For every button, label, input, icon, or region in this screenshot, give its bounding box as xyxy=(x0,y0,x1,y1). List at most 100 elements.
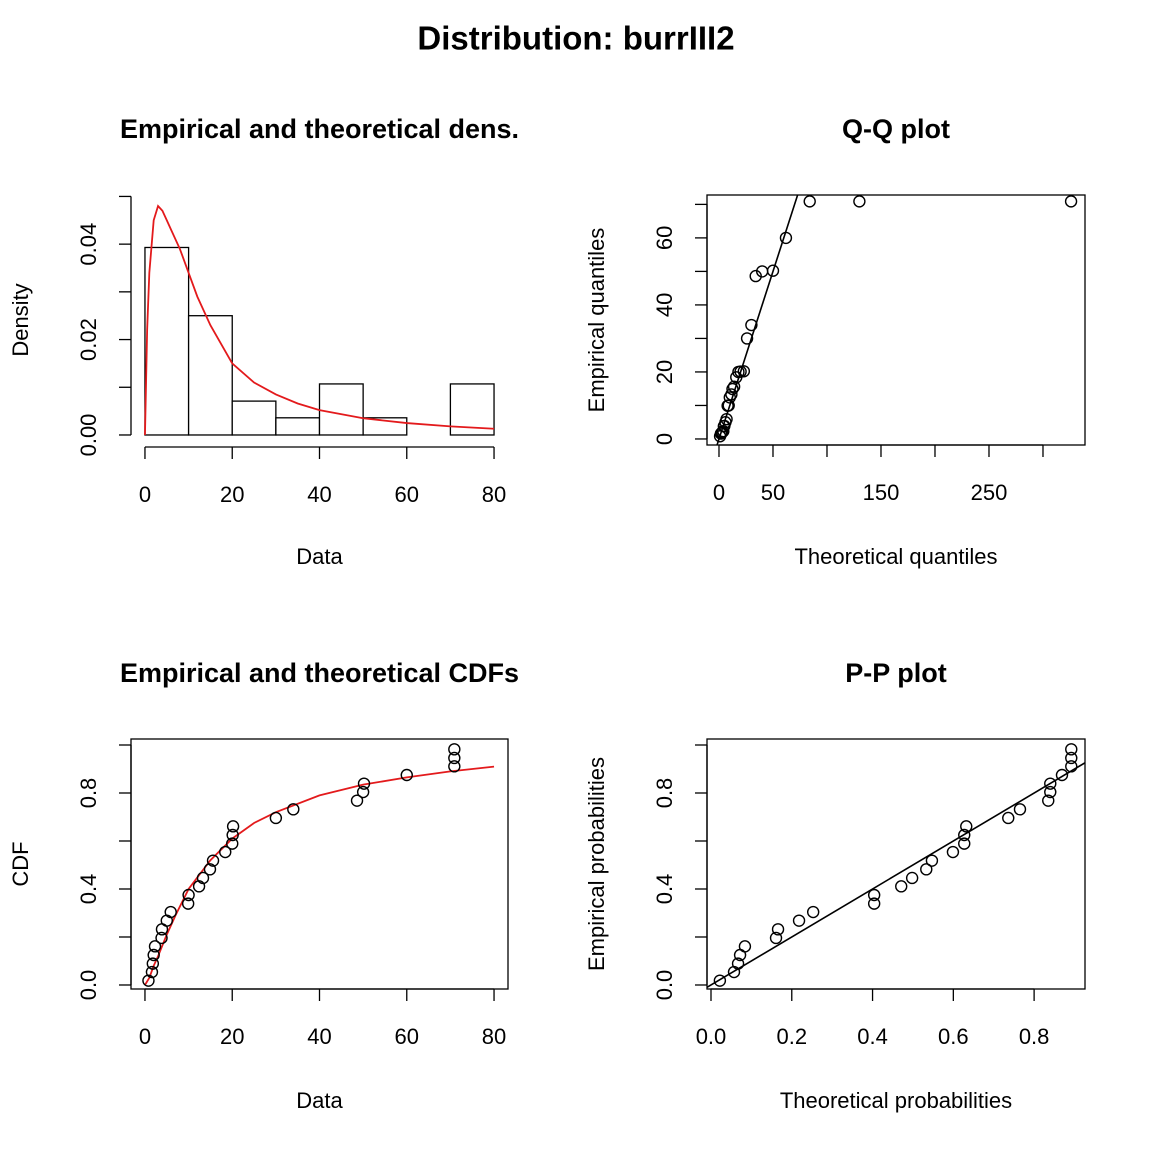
panel-title: Q-Q plot xyxy=(842,114,950,144)
y-axis-label: Empirical quantiles xyxy=(584,228,609,413)
point xyxy=(726,382,739,396)
point xyxy=(717,425,730,438)
x-tick-label: 50 xyxy=(761,480,785,505)
point xyxy=(1013,803,1027,816)
point xyxy=(1042,794,1055,807)
point xyxy=(400,768,413,782)
point xyxy=(1064,195,1078,208)
x-tick-label: 0.0 xyxy=(696,1024,727,1049)
y-tick-label: 0 xyxy=(652,433,677,445)
y-tick-label: 0.4 xyxy=(652,874,677,905)
point xyxy=(1055,768,1069,782)
y-tick-label: 0.00 xyxy=(76,414,101,457)
x-tick-label: 0 xyxy=(139,482,151,507)
panel: Empirical and theoretical CDFs Data CDF 0 20… xyxy=(8,658,519,1113)
y-tick-label: 40 xyxy=(652,293,677,317)
point xyxy=(1065,760,1078,773)
y-axis-label: Density xyxy=(8,283,33,356)
density-curve xyxy=(144,765,495,986)
point xyxy=(946,845,960,859)
point xyxy=(806,905,820,919)
point xyxy=(196,871,210,885)
panel: P-P plot Theoretical probabilities Empiric… xyxy=(584,658,1086,1113)
x-axis-label: Theoretical probabilities xyxy=(780,1088,1012,1113)
point xyxy=(1065,743,1078,756)
point xyxy=(771,923,785,936)
point xyxy=(867,888,881,902)
y-tick-label: 0.04 xyxy=(76,223,101,266)
point xyxy=(737,365,751,378)
y-axis-label: Empirical probabilities xyxy=(584,757,609,971)
point xyxy=(226,828,239,842)
point xyxy=(740,332,754,345)
y-tick-label: 0.0 xyxy=(652,970,677,1001)
x-tick-label: 40 xyxy=(307,482,331,507)
y-tick-label: 20 xyxy=(652,360,677,384)
point xyxy=(287,803,300,816)
point xyxy=(779,231,793,245)
point xyxy=(720,412,733,426)
x-tick-label: 0.2 xyxy=(776,1024,807,1049)
panel-title: P-P plot xyxy=(845,658,947,688)
x-tick-label: 80 xyxy=(482,1024,506,1049)
plot-box xyxy=(706,738,1086,990)
point xyxy=(219,845,232,859)
point xyxy=(920,863,933,876)
point xyxy=(155,931,168,945)
point xyxy=(269,811,283,825)
y-tick-label: 0.0 xyxy=(76,970,101,1001)
point xyxy=(1044,785,1057,799)
point xyxy=(738,940,752,953)
point xyxy=(148,940,162,953)
point xyxy=(350,794,364,807)
point xyxy=(142,974,155,987)
plot-box xyxy=(130,738,509,990)
point xyxy=(448,751,461,765)
point xyxy=(206,854,220,867)
y-tick-label: 0.8 xyxy=(76,778,101,809)
x-tick-label: 0 xyxy=(713,480,725,505)
point xyxy=(769,931,783,945)
point xyxy=(147,948,160,962)
figure-title: Distribution: burrIII2 xyxy=(417,20,734,57)
x-tick-label: 40 xyxy=(307,1024,331,1049)
x-tick-label: 0.8 xyxy=(1019,1024,1050,1049)
point xyxy=(895,880,908,893)
x-tick-label: 150 xyxy=(863,480,900,505)
point xyxy=(749,269,762,283)
point xyxy=(958,837,971,850)
point xyxy=(226,837,239,850)
x-axis-label: Data xyxy=(296,544,343,569)
point xyxy=(226,820,240,833)
histogram-bar xyxy=(187,315,233,436)
y-tick-label: 60 xyxy=(652,226,677,250)
histogram-bar xyxy=(231,400,277,436)
point xyxy=(905,871,919,885)
point xyxy=(1065,751,1078,765)
x-tick-label: 60 xyxy=(395,482,419,507)
point xyxy=(766,264,780,277)
point xyxy=(731,957,745,970)
x-tick-label: 250 xyxy=(971,480,1008,505)
x-axis-label: Data xyxy=(296,1088,343,1113)
point xyxy=(745,318,758,332)
x-tick-label: 20 xyxy=(220,482,244,507)
x-tick-label: 20 xyxy=(220,1024,244,1049)
point xyxy=(960,820,973,833)
point xyxy=(181,897,195,910)
point xyxy=(146,957,160,970)
panel-title: Empirical and theoretical CDFs xyxy=(120,658,519,688)
point xyxy=(792,914,806,927)
density-curve xyxy=(144,204,495,435)
histogram-bar xyxy=(275,417,321,436)
point xyxy=(1044,777,1057,790)
point xyxy=(448,743,461,756)
y-tick-label: 0.02 xyxy=(76,318,101,361)
x-tick-label: 0.6 xyxy=(938,1024,969,1049)
point xyxy=(145,965,159,979)
histogram-bar xyxy=(144,246,190,436)
point xyxy=(727,380,741,393)
x-tick-label: 0 xyxy=(139,1024,151,1049)
